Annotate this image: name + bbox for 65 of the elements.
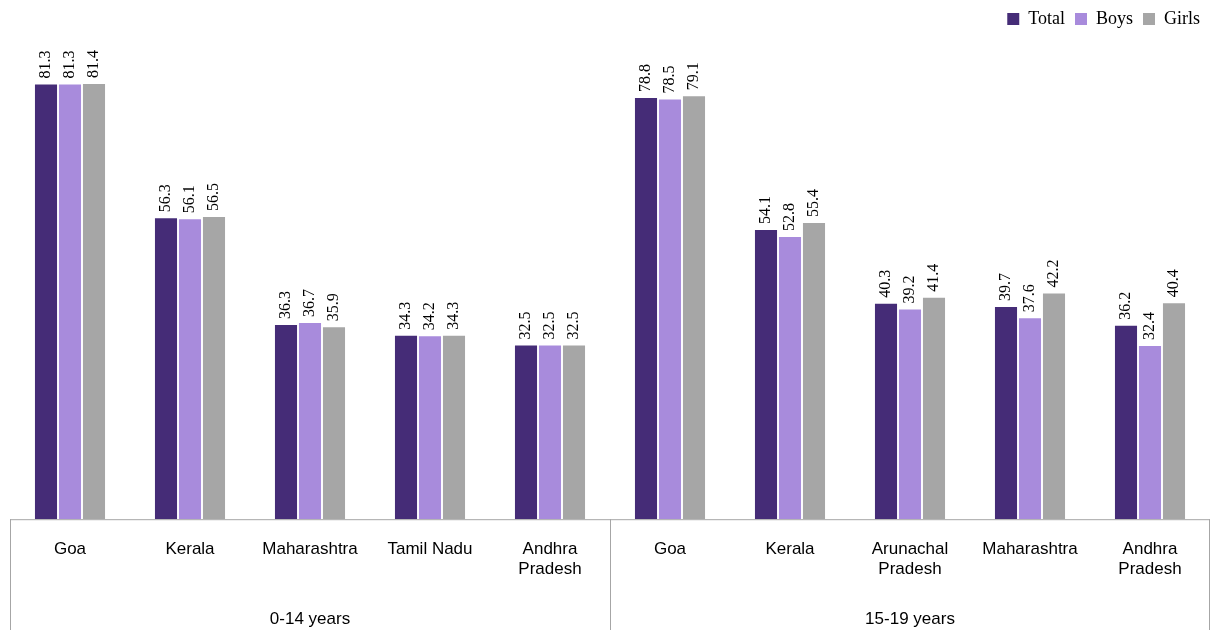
bar <box>874 303 898 520</box>
data-label: 40.3 <box>876 269 894 298</box>
x-tick-label: Goa <box>53 539 87 559</box>
bar <box>178 219 202 520</box>
bar <box>58 84 82 520</box>
x-tick-label: Andhra Pradesh <box>1118 539 1182 579</box>
bar <box>1138 345 1162 520</box>
bar <box>274 325 298 520</box>
bar <box>34 84 58 520</box>
bar <box>778 236 802 520</box>
data-label: 34.2 <box>420 302 438 331</box>
bar <box>754 229 778 520</box>
data-label: 56.3 <box>156 184 174 213</box>
data-label: 32.4 <box>1140 311 1158 340</box>
x-tick-label: Kerala <box>765 539 816 559</box>
bar <box>1018 318 1042 520</box>
data-label: 32.5 <box>540 311 558 340</box>
data-label: 56.5 <box>204 183 222 212</box>
data-label: 81.3 <box>36 50 54 79</box>
data-label: 54.1 <box>756 195 774 224</box>
data-label: 40.4 <box>1164 269 1182 298</box>
data-label: 78.8 <box>636 63 654 92</box>
data-label: 42.2 <box>1044 259 1062 288</box>
data-label: 81.3 <box>60 50 78 79</box>
data-label: 39.7 <box>996 272 1014 301</box>
bar <box>538 345 562 520</box>
data-label: 34.3 <box>444 301 462 330</box>
data-label: 56.1 <box>180 185 198 214</box>
data-label: 78.5 <box>660 65 678 94</box>
data-label: 55.4 <box>804 188 822 217</box>
bar <box>1114 325 1138 520</box>
data-label: 32.5 <box>564 311 582 340</box>
data-label: 34.3 <box>396 301 414 330</box>
bar <box>634 97 658 520</box>
data-label: 36.3 <box>276 291 294 320</box>
x-tick-label: Goa <box>653 539 687 559</box>
bar <box>994 306 1018 520</box>
data-label: 32.5 <box>516 311 534 340</box>
bar <box>394 335 418 520</box>
text: 15-19 years <box>865 609 955 628</box>
legend-label: Boys <box>1095 7 1133 28</box>
x-tick-label: Maharashtra <box>982 539 1079 559</box>
bar <box>298 322 322 520</box>
data-label: 52.8 <box>780 202 798 231</box>
text: 0-14 years <box>269 609 351 628</box>
data-label: 35.9 <box>324 293 342 322</box>
legend-label: Girls <box>1164 7 1200 28</box>
data-label: 36.7 <box>300 288 318 317</box>
data-label: 79.1 <box>684 62 702 91</box>
data-label: 36.2 <box>1116 291 1134 320</box>
bar <box>154 218 178 520</box>
x-tick-label: Andhra Pradesh <box>518 539 582 579</box>
data-label: 37.6 <box>1020 284 1038 313</box>
bar <box>514 345 538 520</box>
bar <box>898 309 922 520</box>
x-tick-label: Arunachal Pradesh <box>871 539 949 579</box>
data-label: 41.4 <box>924 263 942 292</box>
x-tick-label: Kerala <box>165 539 216 559</box>
bar <box>658 99 682 520</box>
data-label: 81.4 <box>84 49 102 78</box>
legend-label: Total <box>1028 7 1065 28</box>
x-tick-label: Maharashtra <box>262 539 359 559</box>
x-tick-label: Tamil Nadu <box>387 539 473 559</box>
data-label: 39.2 <box>900 275 918 304</box>
bar <box>418 336 442 520</box>
